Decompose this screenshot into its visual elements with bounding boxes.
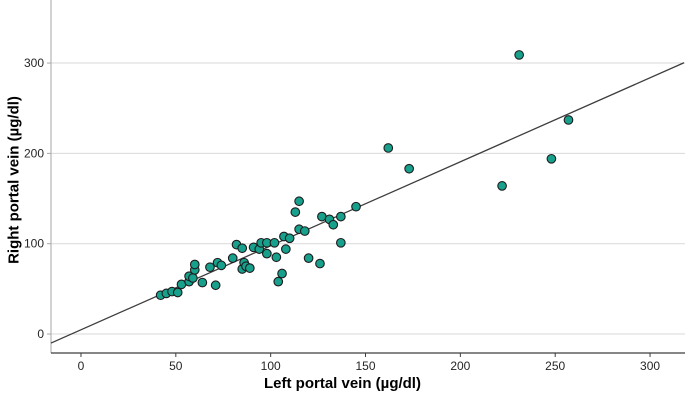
data-point <box>404 163 414 174</box>
data-point <box>188 273 198 283</box>
data-point <box>269 237 280 248</box>
x-tick-label: 200 <box>450 359 470 373</box>
data-point <box>546 153 557 164</box>
data-point <box>172 287 183 298</box>
data-point <box>280 244 291 254</box>
data-point <box>294 196 304 207</box>
data-point <box>189 259 200 270</box>
data-point <box>303 253 314 264</box>
data-point <box>216 260 227 271</box>
data-point <box>328 219 339 230</box>
y-tick-label: 300 <box>24 56 44 70</box>
x-tick-label: 250 <box>545 359 565 373</box>
data-point <box>273 276 284 287</box>
data-point <box>205 262 215 273</box>
x-axis-title: Left portal vein (µg/dl) <box>264 375 421 392</box>
data-point <box>514 50 525 60</box>
data-point <box>244 263 255 273</box>
data-point <box>262 248 272 259</box>
data-point <box>315 258 325 269</box>
data-point <box>351 201 361 212</box>
data-point <box>290 207 301 217</box>
y-axis-title: Right portal vein (µg/dl) <box>5 96 23 264</box>
data-point <box>210 280 221 291</box>
data-point <box>284 233 295 244</box>
data-point <box>383 143 394 153</box>
data-point <box>227 253 238 264</box>
x-tick-label: 50 <box>169 359 183 373</box>
data-point <box>299 226 310 236</box>
x-tick-label: 150 <box>355 359 375 373</box>
y-tick-label: 0 <box>37 327 44 341</box>
data-point <box>271 252 282 263</box>
x-tick-label: 0 <box>78 359 85 373</box>
data-point <box>197 277 208 288</box>
data-point <box>497 181 507 191</box>
data-point <box>277 268 287 279</box>
fit-line <box>50 62 685 344</box>
y-tick-label: 200 <box>24 146 44 160</box>
data-point <box>563 115 574 125</box>
data-point <box>237 243 248 254</box>
x-tick-label: 300 <box>640 359 660 373</box>
x-tick-label: 100 <box>261 359 281 373</box>
y-tick-label: 100 <box>24 237 44 251</box>
data-point <box>335 237 346 248</box>
data-point <box>335 211 346 222</box>
